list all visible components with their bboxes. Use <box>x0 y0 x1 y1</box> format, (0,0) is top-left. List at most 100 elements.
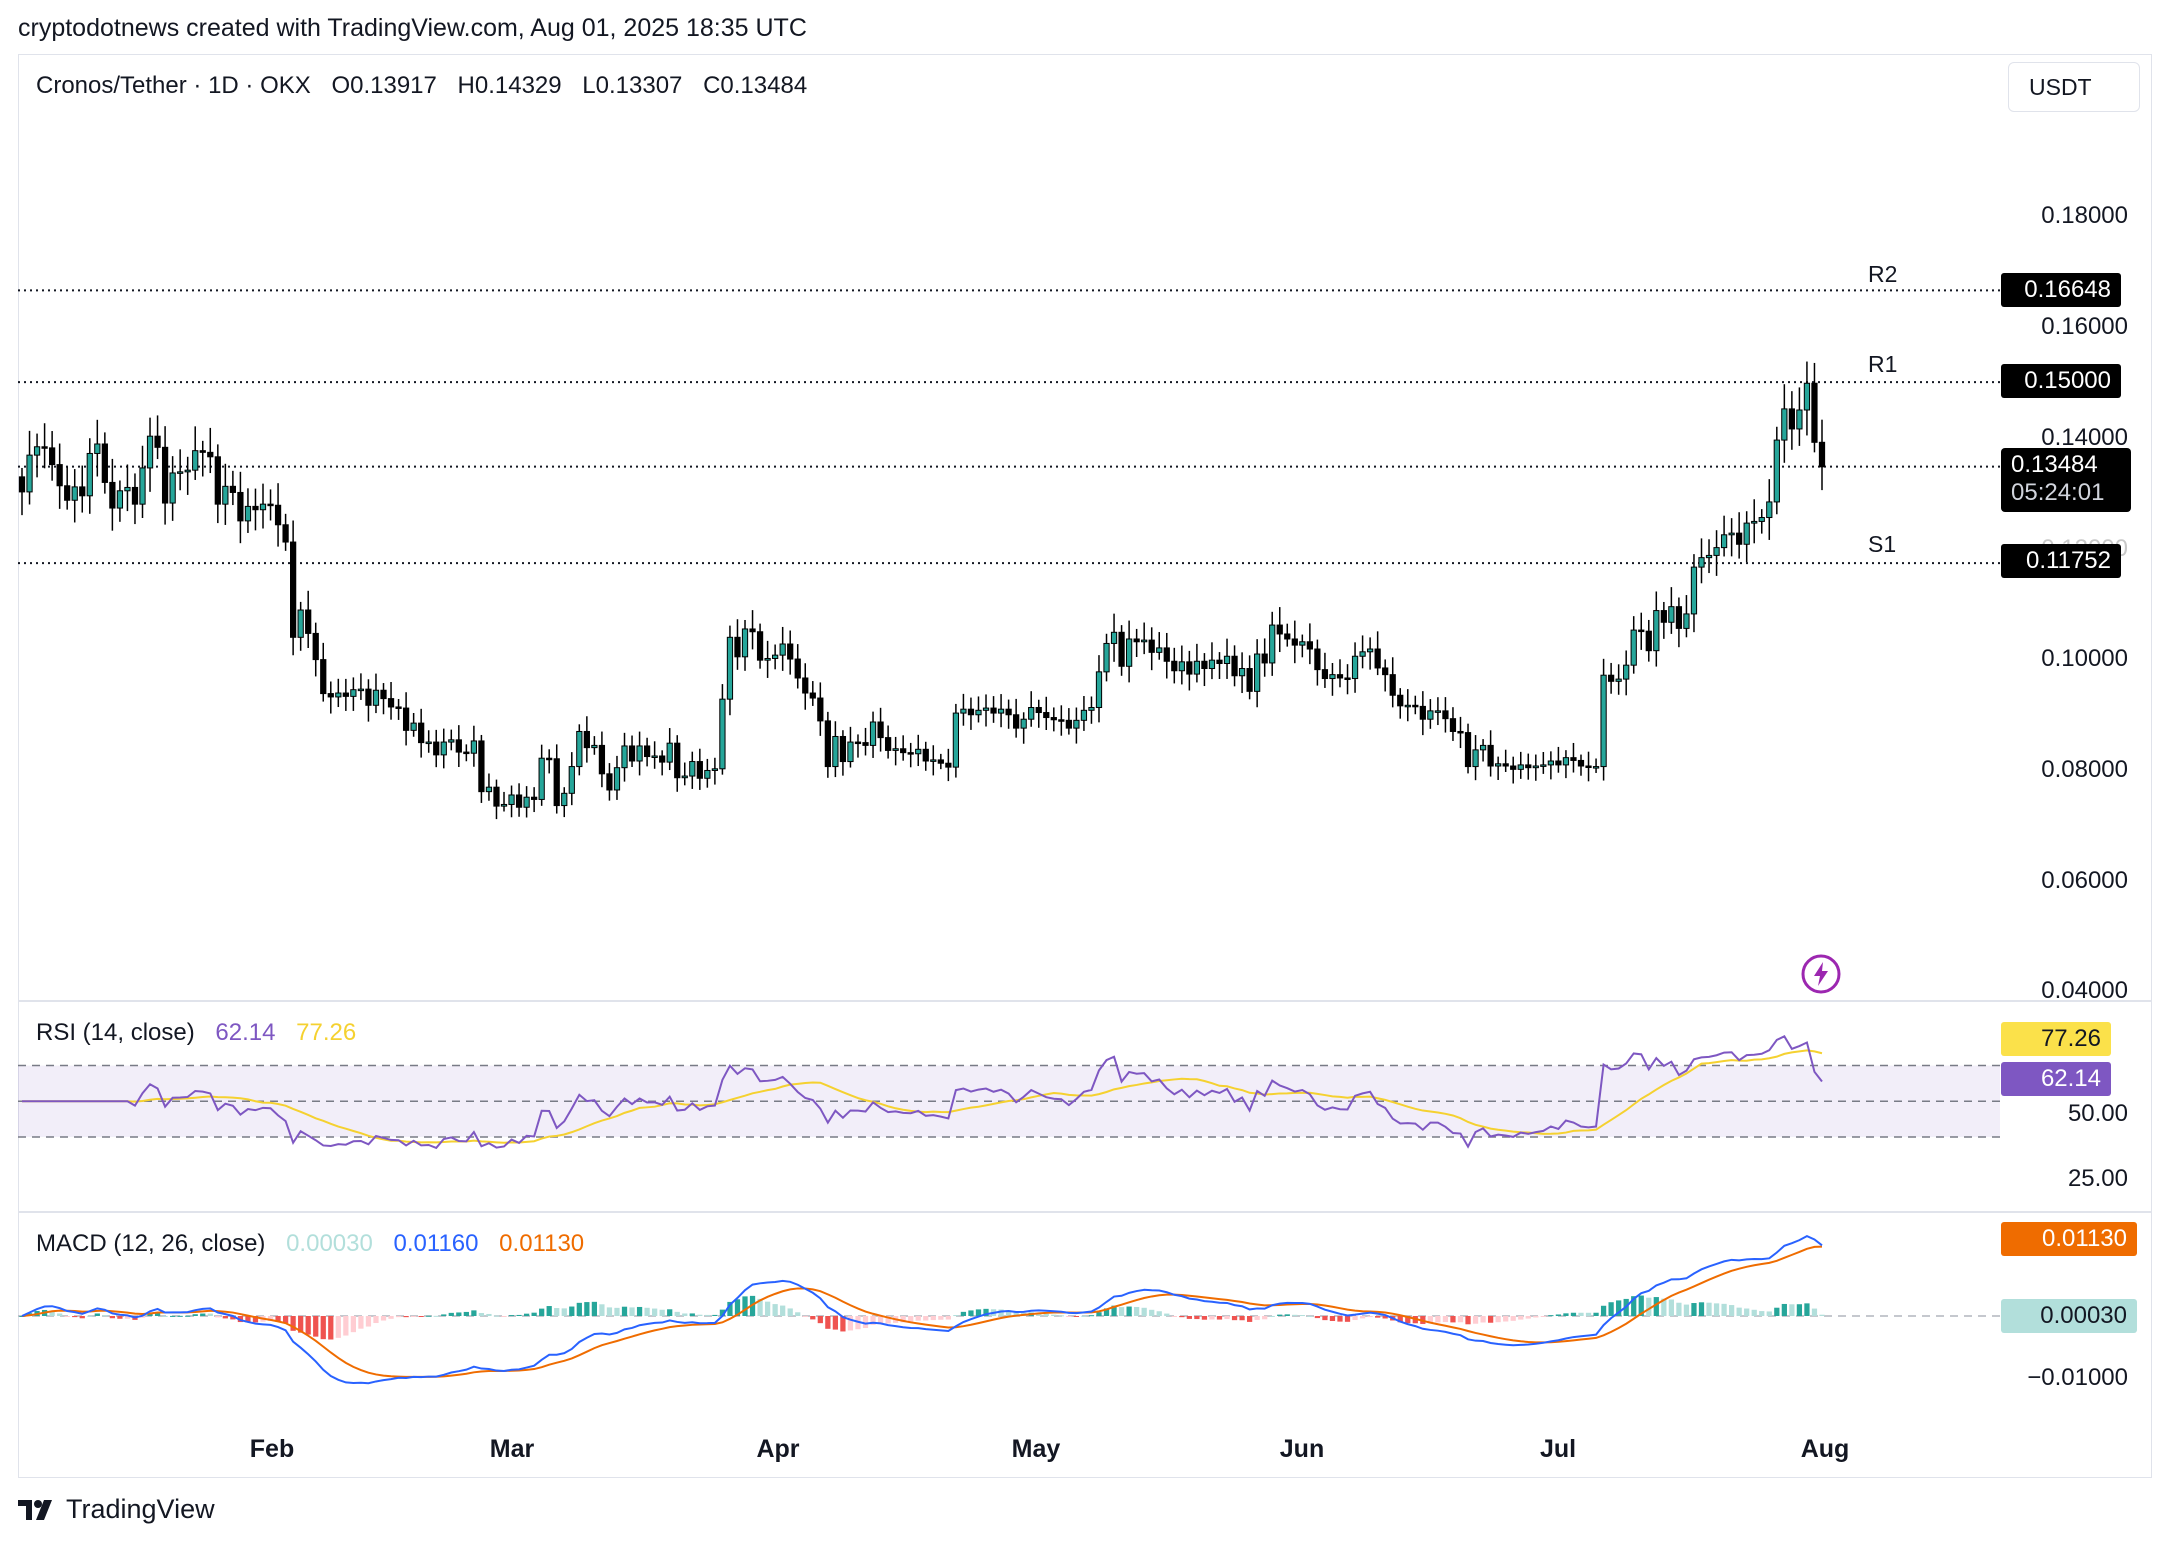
macd-histogram-bar <box>245 1316 251 1323</box>
candle-body <box>907 752 914 755</box>
candle-body <box>704 769 711 779</box>
macd-histogram-bar <box>102 1315 108 1317</box>
candle-body <box>1291 638 1298 646</box>
macd-histogram-bar <box>1156 1311 1162 1316</box>
macd-histogram-bar <box>1051 1314 1057 1316</box>
candle-body <box>1314 648 1321 671</box>
candle-body <box>1171 660 1178 672</box>
candle-body <box>222 485 229 505</box>
candle-body <box>1502 763 1509 767</box>
candle-body <box>508 794 515 805</box>
macd-histogram-bar <box>1472 1316 1479 1324</box>
macd-histogram-bar <box>411 1316 417 1317</box>
macd-histogram-bar <box>659 1309 665 1316</box>
macd-histogram-bar <box>998 1309 1004 1316</box>
macd-legend[interactable]: MACD (12, 26, close) 0.00030 0.01160 0.0… <box>36 1230 598 1258</box>
macd-histogram-bar <box>772 1304 778 1316</box>
macd-histogram-bar <box>689 1313 695 1316</box>
macd-histogram-bar <box>983 1308 989 1316</box>
macd-histogram-bar <box>832 1316 839 1330</box>
macd-histogram-bar <box>1457 1316 1464 1323</box>
candle-body <box>1585 765 1592 769</box>
macd-histogram-bar <box>282 1316 289 1324</box>
macd-histogram-bar <box>1397 1316 1403 1323</box>
macd-histogram-bar <box>358 1316 364 1329</box>
lightning-icon[interactable] <box>1801 954 1841 994</box>
candle-body <box>418 722 425 744</box>
candle-body <box>967 708 975 716</box>
level-lines <box>18 289 2000 565</box>
tradingview-logo[interactable]: TradingView <box>18 1494 215 1525</box>
pane-separators <box>18 1000 2152 1213</box>
macd-histogram-bar <box>313 1316 319 1337</box>
rsi-value-badge: 62.14 <box>2001 1062 2111 1096</box>
candle-body <box>259 503 267 511</box>
macd-histogram-bar <box>200 1313 206 1316</box>
candle-body <box>945 762 952 768</box>
macd-histogram-bar <box>667 1309 673 1316</box>
candle-body <box>252 505 259 511</box>
r1-label: R1 <box>1868 351 1898 377</box>
macd-histogram-bar <box>1352 1316 1358 1321</box>
candle-body <box>1540 764 1547 767</box>
x-tick-may: May <box>1011 1435 1061 1463</box>
price-tick: 0.16000 <box>2041 313 2128 340</box>
candle-body <box>500 803 508 807</box>
candle-body <box>282 524 289 543</box>
candle-body <box>267 503 274 507</box>
macd-histogram-bar <box>1096 1312 1102 1316</box>
candle-body <box>1058 719 1065 722</box>
symbol-legend[interactable]: Cronos/Tether · 1D · OKX O0.13917 H0.143… <box>36 72 821 100</box>
macd-histogram-value: 0.00030 <box>286 1230 373 1257</box>
rsi-legend[interactable]: RSI (14, close) 62.14 77.26 <box>36 1019 370 1047</box>
candle-body <box>1276 624 1283 635</box>
macd-histogram-bar <box>727 1301 733 1316</box>
x-tick-apr: Apr <box>756 1435 800 1463</box>
candle-body <box>131 486 139 505</box>
macd-histogram-bar <box>1465 1316 1471 1325</box>
candle-body <box>674 742 681 779</box>
macd-histogram-bar <box>960 1311 967 1316</box>
macd-histogram-bar <box>621 1306 628 1316</box>
macd-histogram-bar <box>1570 1312 1577 1316</box>
macd-histogram-bar <box>1548 1315 1554 1317</box>
macd-histogram-bar <box>335 1316 341 1338</box>
candle-body <box>1728 532 1735 536</box>
macd-histogram-bar <box>170 1315 176 1317</box>
macd-histogram-bar <box>908 1316 914 1322</box>
macd-histogram-bar <box>1164 1313 1170 1316</box>
candle-body <box>719 698 726 770</box>
macd-histogram-bar <box>1525 1316 1531 1319</box>
macd-histogram-bar <box>365 1316 372 1327</box>
macd-histogram-bar <box>877 1316 884 1324</box>
candle-body <box>1359 651 1366 657</box>
candle-body <box>794 658 801 679</box>
macd-histogram-bar <box>1013 1312 1019 1316</box>
candle-body <box>1713 547 1720 556</box>
macd-histogram-bar <box>1066 1316 1072 1317</box>
candle-body <box>1178 661 1185 672</box>
macd-histogram-bar <box>554 1308 560 1316</box>
candle-body <box>689 761 696 777</box>
candle-body <box>440 741 447 756</box>
currency-button[interactable]: USDT <box>2008 62 2140 112</box>
candle-body <box>26 454 33 493</box>
macd-histogram-bar <box>1314 1316 1321 1319</box>
macd-histogram-bar <box>1774 1307 1780 1316</box>
macd-histogram-bar <box>79 1316 85 1319</box>
macd-histogram-bar <box>207 1313 213 1316</box>
macd-histogram-bar <box>418 1316 424 1317</box>
macd-histogram-bar <box>1683 1304 1690 1316</box>
price-tick: 0.18000 <box>2041 202 2128 229</box>
macd-histogram-bar <box>1796 1304 1803 1316</box>
candle-body <box>892 748 899 751</box>
rsi-ma-value: 77.26 <box>296 1019 357 1046</box>
macd-histogram-bar <box>1668 1299 1674 1316</box>
candle-body <box>1261 653 1268 664</box>
macd-histogram-bar <box>1329 1316 1336 1322</box>
macd-histogram-bar <box>1533 1316 1539 1318</box>
macd-histogram-bar <box>591 1301 598 1316</box>
macd-histogram-bar <box>712 1314 718 1316</box>
macd-histogram-bar <box>1239 1316 1245 1321</box>
